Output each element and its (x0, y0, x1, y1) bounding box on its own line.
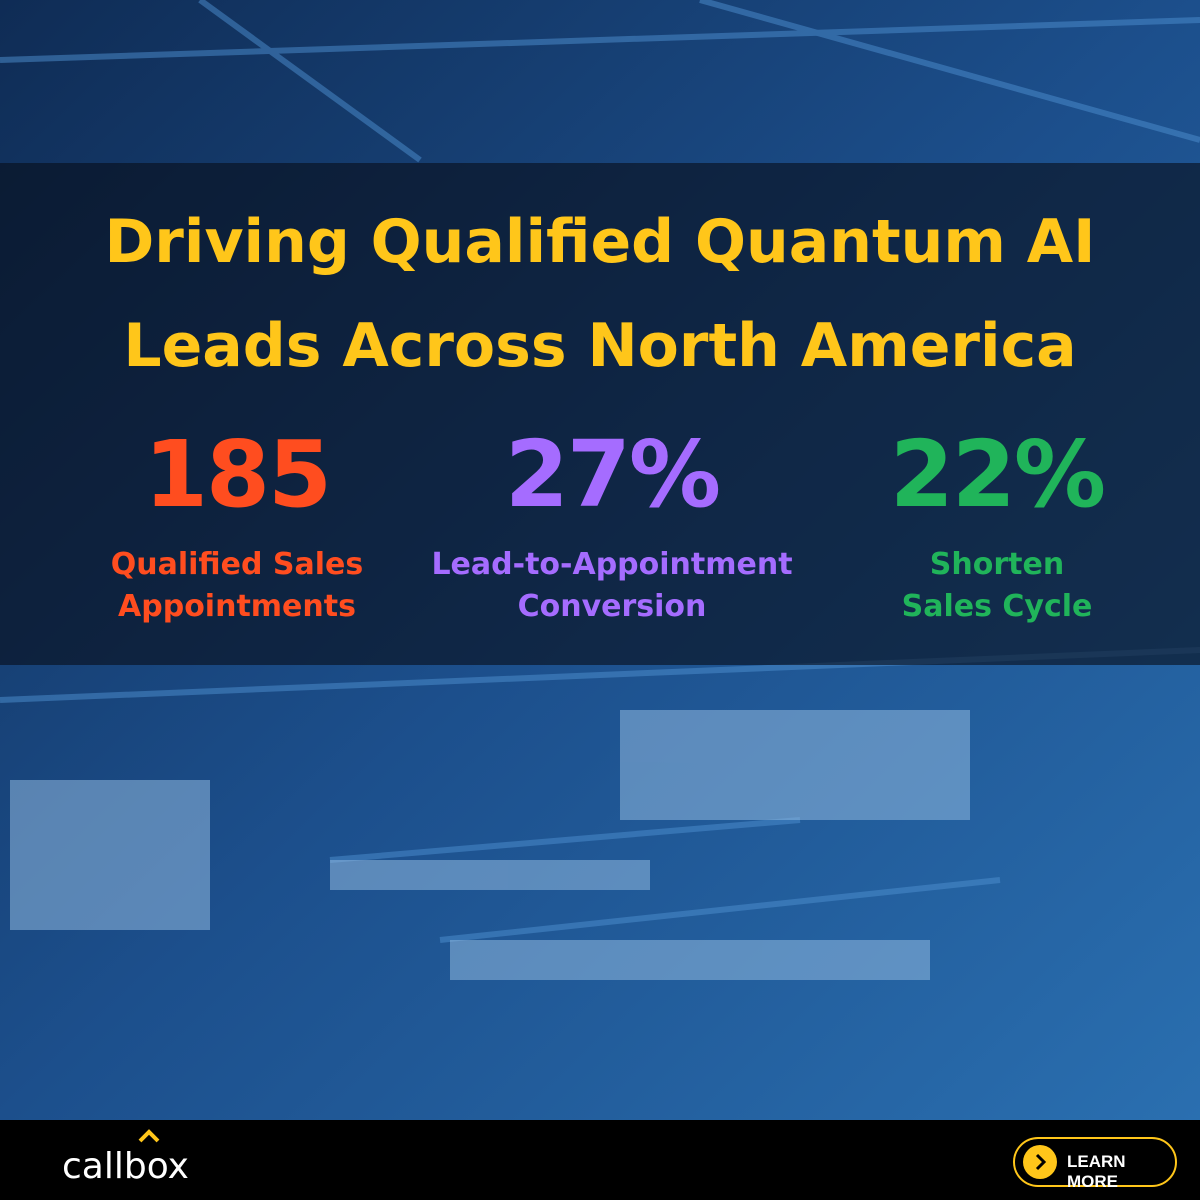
stat-label-line: Sales Cycle (901, 589, 1093, 624)
stat: 27% Lead-to-Appointment Conversion (402, 420, 822, 628)
logo: callbox (62, 1146, 189, 1187)
stat-label-line: Shorten (929, 547, 1065, 582)
headline-line: Driving Qualified Quantum AI (104, 207, 1096, 277)
stat-label-line: Conversion (517, 589, 707, 624)
stat-value: 22% (889, 421, 1106, 528)
logo-caret (138, 1129, 160, 1143)
stat-label: Shorten Sales Cycle (787, 544, 1200, 628)
stat: 22% Shorten Sales Cycle (787, 420, 1200, 628)
headline: Driving Qualified Quantum AI Leads Acros… (0, 190, 1200, 398)
stat-label-line: Qualified Sales (110, 547, 364, 582)
button-label: LEARN MORE (1067, 1152, 1126, 1191)
headline-line: Leads Across North America (123, 311, 1077, 381)
stat-value: 185 (143, 421, 332, 528)
stat-value: 27% (504, 421, 721, 528)
stat-label-line: Appointments (118, 589, 356, 624)
stat-label: Qualified Sales Appointments (27, 544, 447, 628)
stat: 185 Qualified Sales Appointments (27, 420, 447, 628)
stat-label-line: Lead-to-Appointment (431, 547, 793, 582)
learn-more-button[interactable]: LEARN MORE (1013, 1137, 1177, 1191)
button-icon (1023, 1145, 1057, 1179)
footer: callbox LEARN MORE (0, 1120, 1200, 1200)
overlay-band (0, 163, 1200, 665)
stat-label: Lead-to-Appointment Conversion (402, 544, 822, 628)
